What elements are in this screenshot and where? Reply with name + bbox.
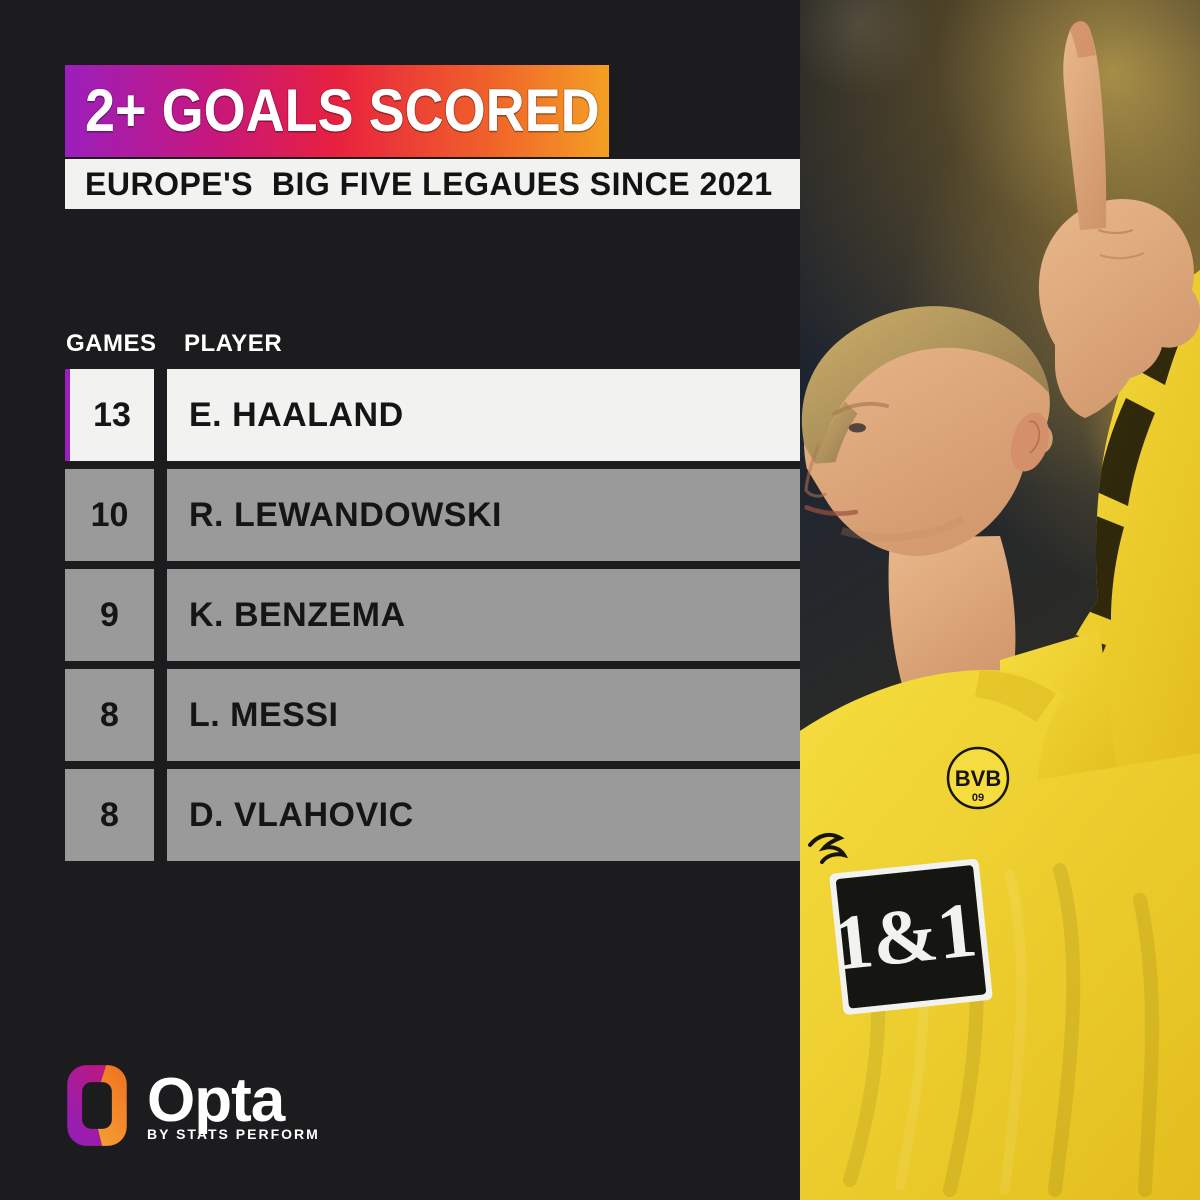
svg-text:BVB: BVB: [955, 766, 1001, 791]
svg-text:09: 09: [972, 792, 984, 804]
svg-text:1&1: 1&1: [829, 885, 980, 986]
